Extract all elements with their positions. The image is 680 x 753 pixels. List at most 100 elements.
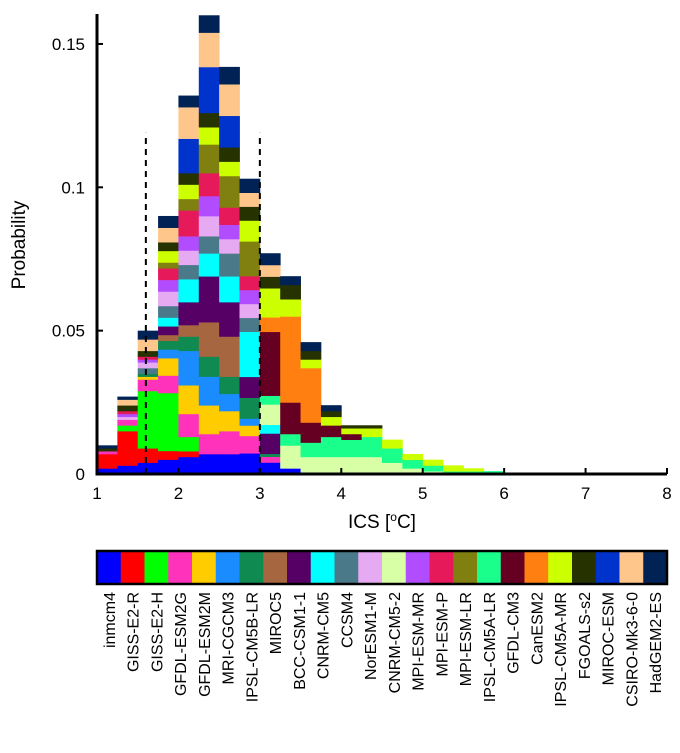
bar-segment-ipsl-cm5b-lr	[198, 356, 220, 377]
bar-segment-cnrm-cm5-2	[300, 456, 322, 475]
bar-segment-bcc-csm1-1	[259, 433, 281, 455]
bar-segment-fgoals-s2	[259, 276, 281, 289]
legend-swatch-ipsl-cm5a-lr	[477, 551, 502, 584]
bar-segment-ipsl-cm5b-lr	[219, 376, 240, 395]
bar-segment-inmcm4	[198, 453, 220, 475]
x-tick-label: 1	[92, 484, 101, 503]
legend-label: GFDL-CM3	[506, 592, 523, 674]
bar-segment-hadgem2-es	[97, 445, 118, 449]
x-tick-label: 7	[581, 484, 590, 503]
bar-segment-mri-cgcm3	[219, 393, 240, 412]
bar-segment-mri-cgcm3	[158, 349, 179, 359]
legend-label: MRI-CGCM3	[221, 592, 238, 685]
bar-segment-fgoals-s2	[280, 284, 301, 300]
legend-label: GFDL-ESM2G	[173, 592, 190, 696]
bar-segment-mri-cgcm3	[239, 418, 261, 426]
bar-segment-gfdl-esm2m	[198, 405, 220, 435]
bar-segment-ipsl-cm5a-mr	[259, 288, 281, 318]
bar-segment-gfdl-esm2g	[137, 379, 159, 392]
bar-segment-ipsl-cm5b-lr	[259, 453, 281, 457]
bar-segment-giss-e2-h	[117, 425, 139, 432]
bar-segment-cnrm-cm5	[158, 317, 179, 327]
legend-label: IPSL-CM5B-LR	[244, 592, 261, 702]
legend-label: inmcm4	[102, 592, 119, 648]
bar-segment-mpi-esm-lr	[158, 262, 179, 269]
bar-segment-bcc-csm1-1	[158, 326, 179, 336]
y-tick-label: 0.1	[61, 178, 85, 197]
legend-swatch-ccsm4	[334, 551, 359, 584]
legend-label: IPSL-CM5A-MR	[553, 592, 570, 707]
legend-label: MPI-ESM-MR	[411, 592, 428, 691]
bar-segment-gfdl-cm3	[259, 331, 281, 396]
bar-segment-inmcm4	[219, 453, 240, 475]
bar-segment-ipsl-cm5a-mr	[443, 465, 464, 472]
bar-segment-mpi-esm-mr	[158, 279, 179, 292]
bar-segment-ccsm4	[137, 367, 159, 375]
bar-segment-mpi-esm-lr	[239, 241, 261, 277]
legend-label: BCC-CSM1-1	[292, 592, 309, 690]
x-tick-label: 2	[174, 484, 183, 503]
bar-segment-giss-e2-r	[117, 431, 139, 466]
bar-segment-noresm1-m	[178, 250, 200, 266]
bar-segment-mpi-esm-p	[117, 410, 139, 415]
y-axis-label: Probability	[9, 200, 30, 289]
bar-segment-cnrm-cm5-2	[402, 468, 424, 475]
bar-segment-csiro-mk3-6-0	[259, 264, 281, 277]
x-tick-label: 6	[499, 484, 508, 503]
bar-segment-hadgem2-es	[320, 405, 342, 412]
bar-segment-ipsl-cm5a-mr	[320, 416, 342, 426]
bar-segment-mpi-esm-p	[198, 172, 220, 197]
legend-swatch-ipsl-cm5b-lr	[239, 551, 264, 584]
bar-segment-gfdl-esm2m	[219, 410, 240, 432]
bar-segment-fgoals-s2	[117, 405, 139, 412]
legend: inmcm4 GISS-E2-R GISS-E2-H GFDL-ESM2G GFDL-E…	[95, 549, 669, 707]
bar-segment-ipsl-cm5a-mr	[178, 184, 200, 200]
legend-label: IPSL-CM5A-LR	[482, 592, 499, 702]
bar-segment-cnrm-cm5-2	[259, 404, 281, 426]
bar-segment-gfdl-cm3	[341, 433, 363, 440]
bar-segment-ccsm4	[178, 264, 200, 280]
bar-segment-miroc5	[198, 322, 220, 357]
bar-segment-csiro-mk3-6-0	[117, 399, 139, 406]
legend-label: HadGEM2-ES	[648, 592, 665, 693]
legend-border	[95, 549, 669, 586]
histogram-bars	[97, 15, 505, 475]
bar-segment-gfdl-esm2g	[259, 456, 281, 463]
bar-segment-hadgem2-es	[259, 253, 281, 266]
bar-segment-giss-e2-h	[137, 390, 159, 449]
legend-label: FGOALS-s2	[577, 592, 594, 679]
bar-segment-giss-e2-r	[137, 448, 159, 463]
bar-segment-miroc-esm	[198, 66, 220, 114]
bar-segment-ipsl-cm5a-lr	[422, 465, 444, 472]
bar-segment-hadgem2-es	[158, 215, 179, 228]
bar-segment-gfdl-cm3	[280, 402, 301, 435]
legend-swatch-gfdl-esm2g	[168, 551, 193, 584]
bar-segment-inmcm4	[97, 468, 118, 475]
bar-segment-bcc-csm1-1	[198, 276, 220, 323]
bar-segment-cnrm-cm5	[198, 253, 220, 277]
bar-segment-miroc5	[178, 324, 200, 337]
bar-segment-noresm1-m	[137, 362, 159, 369]
legend-label: CSIRO-Mk3-6-0	[624, 592, 641, 707]
legend-swatch-miroc-esm	[595, 551, 620, 584]
legend-swatch-bcc-csm1-1	[287, 551, 312, 584]
bar-segment-ipsl-cm5a-lr	[320, 436, 342, 458]
bar-segment-fgoals-s2	[239, 206, 261, 221]
bar-segment-mpi-esm-p	[158, 268, 179, 281]
bar-segment-mpi-esm-p	[137, 356, 159, 360]
bar-segment-ccsm4	[219, 253, 240, 277]
bar-segment-ipsl-cm5b-lr	[137, 373, 159, 377]
bar-segment-ipsl-cm5a-mr	[198, 127, 220, 145]
bar-segment-mri-cgcm3	[178, 350, 200, 386]
bar-segment-ipsl-cm5a-lr	[382, 448, 403, 463]
legend-label: MPI-ESM-LR	[458, 592, 475, 686]
bar-segment-gfdl-esm2g	[178, 413, 200, 438]
x-tick-label: 5	[418, 484, 427, 503]
legend-label: NorESM1-M	[363, 592, 380, 680]
legend-swatch-cnrm-cm5-2	[382, 551, 407, 584]
bar-segment-inmcm4	[178, 456, 200, 475]
bar-segment-gfdl-cm3	[300, 422, 322, 443]
legend-swatch-canesm2	[524, 551, 549, 584]
bar-segment-csiro-mk3-6-0	[178, 107, 200, 139]
legend-swatch-ipsl-cm5a-mr	[548, 551, 573, 584]
